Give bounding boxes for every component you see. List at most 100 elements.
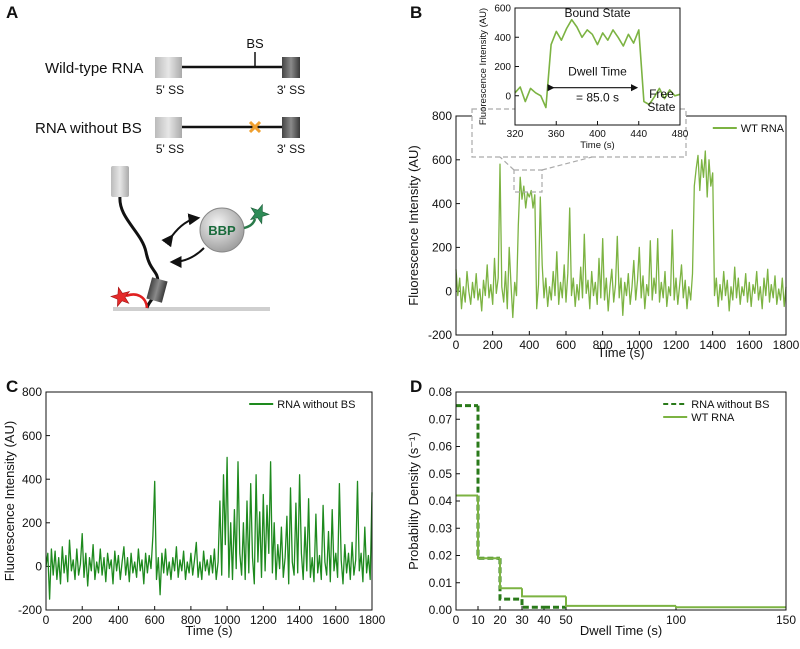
ss-label: 3' SS [277,83,305,97]
x-tick-label: 200 [483,338,503,352]
x-tick-label: 0 [453,613,460,627]
y-tick-label: 0.00 [429,603,453,617]
exon-3 [282,57,300,78]
plot-frame [45,391,373,611]
x-tick-label: 360 [548,129,565,140]
x-tick-label: 1000 [626,338,653,352]
surface [113,307,270,311]
x-tick-label: 30 [515,613,529,627]
x-axis-label: Time (s) [580,140,614,151]
legend-label: RNA without BS [691,399,769,411]
exon-5 [155,57,182,78]
x-tick-label: 1400 [286,613,313,627]
exon-5 [155,117,182,138]
y-axis-label: Fluorescence Intensity (AU) [406,145,421,305]
x-tick-label: 480 [672,129,689,140]
x-tick-label: 400 [519,338,539,352]
y-tick-label: 400 [22,472,42,486]
x-tick-label: 0 [43,613,50,627]
x-tick-label: 1600 [322,613,349,627]
y-tick-label: 600 [494,4,511,15]
y-tick-label: 400 [494,33,511,44]
annotation: State [647,100,675,114]
panel-label: A [6,3,18,22]
chart: D 0 10 20 30 40 50 100 150 0.00 0.01 0.02 0.03 0.04 0.… [406,377,796,638]
x-tick-label: 10 [471,613,485,627]
y-tick-label: 0.04 [429,494,453,508]
y-tick-label: 0.01 [429,576,453,590]
protein-label: BBP [208,223,236,238]
binding-arrow [161,213,201,248]
y-tick-label: 0.08 [429,385,453,399]
plot-frame [514,7,681,126]
ss-label: 5' SS [156,83,184,97]
plot-area [456,392,786,610]
data-line [514,18,681,109]
y-tick-label: 0 [445,284,452,298]
ss-label: 5' SS [156,142,184,156]
y-tick-label: -200 [18,603,42,617]
green-dye [249,203,270,225]
step-segment [675,605,786,609]
site-label: BS [246,36,264,51]
red-dye [110,286,131,308]
dye-linker [125,293,149,309]
annotation: Dwell Time [568,64,627,78]
legend-label: RNA without BS [277,399,355,411]
x-tick-label: 400 [108,613,128,627]
x-axis-label: Time (s) [597,345,644,360]
x-tick-label: 400 [589,129,606,140]
binding-arrow [169,247,205,268]
y-axis-label: Probability Density (s⁻¹) [406,432,421,570]
chart: 320 360 400 440 480 0 200 400 600 Time (s) Fluores… [478,4,689,152]
x-tick-label: 320 [507,129,524,140]
step-segment [520,599,544,609]
ss-label: 3' SS [277,142,305,156]
x-tick-label: 1200 [250,613,277,627]
protein [199,207,245,253]
y-tick-label: 0 [505,91,511,102]
y-axis-label: Fluorescence Intensity (AU) [478,8,489,125]
y-tick-label: 800 [432,109,452,123]
x-tick-label: 50 [559,613,573,627]
x-tick-label: 100 [666,613,686,627]
y-tick-label: 0.05 [429,467,453,481]
data-line [455,150,787,319]
x-tick-label: 1400 [699,338,726,352]
construct-label: Wild-type RNA [45,60,143,77]
exon-3 [282,117,300,138]
x-tick-label: 1800 [773,338,800,352]
annotation: Free [649,87,674,101]
step-segment [477,495,500,560]
rna-strand [118,195,160,283]
y-tick-label: 200 [432,241,452,255]
exon-5 [111,166,129,197]
y-tick-label: 800 [22,385,42,399]
x-axis-label: Time (s) [185,623,232,638]
y-tick-label: 0.06 [429,440,453,454]
x-tick-label: 1800 [359,613,386,627]
x-tick-label: 800 [181,613,201,627]
step-segment [521,588,566,598]
y-tick-label: 0.07 [429,412,453,426]
y-tick-label: 400 [432,197,452,211]
x-tick-label: 800 [593,338,613,352]
legend-label: WT RNA [741,123,785,135]
y-axis-label: Fluorescence Intensity (AU) [2,421,17,581]
panel-label: D [410,377,422,396]
plot-area [515,8,680,125]
y-tick-label: -200 [428,328,452,342]
y-tick-label: 200 [22,516,42,530]
annotation: = 85.0 s [576,91,619,105]
data-line [45,456,373,600]
y-tick-label: 200 [494,62,511,73]
y-tick-label: 0.03 [429,521,453,535]
x-tick-label: 200 [72,613,92,627]
y-tick-label: 0.02 [429,549,453,563]
chart: C0 200 400 600 800 1000 1200 1400 1600 1800-20002… [2,377,386,638]
panel-label: B [410,3,422,22]
dye-linker [243,218,257,230]
construct-label: RNA without BS [35,120,142,137]
